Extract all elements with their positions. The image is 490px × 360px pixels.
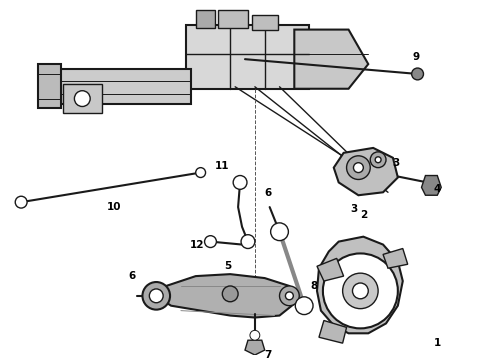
Circle shape	[250, 330, 260, 340]
Text: 11: 11	[215, 161, 230, 171]
Circle shape	[222, 286, 238, 302]
Circle shape	[233, 176, 247, 189]
Text: 7: 7	[264, 350, 271, 360]
Circle shape	[286, 292, 294, 300]
Circle shape	[412, 68, 423, 80]
Polygon shape	[334, 148, 398, 195]
Circle shape	[74, 91, 90, 107]
Text: 1: 1	[434, 338, 441, 348]
Circle shape	[270, 223, 289, 240]
Circle shape	[346, 156, 370, 180]
Polygon shape	[245, 340, 265, 355]
Circle shape	[15, 196, 27, 208]
Circle shape	[149, 289, 163, 303]
Circle shape	[295, 297, 313, 315]
Polygon shape	[294, 30, 368, 89]
Circle shape	[352, 283, 368, 299]
Text: 3: 3	[350, 204, 357, 214]
Polygon shape	[252, 15, 277, 30]
Circle shape	[196, 168, 206, 177]
Text: 3: 3	[392, 158, 399, 168]
Text: 5: 5	[224, 261, 232, 271]
Text: 12: 12	[190, 239, 204, 249]
Circle shape	[323, 253, 398, 328]
Text: 6: 6	[264, 188, 271, 198]
Polygon shape	[156, 274, 294, 318]
Circle shape	[375, 157, 381, 163]
Text: 4: 4	[434, 184, 441, 194]
Text: 10: 10	[107, 202, 121, 212]
Polygon shape	[421, 176, 441, 195]
Text: 6: 6	[128, 271, 135, 281]
Polygon shape	[383, 248, 408, 268]
Polygon shape	[317, 258, 343, 281]
Text: 9: 9	[412, 52, 419, 62]
Polygon shape	[196, 10, 216, 28]
Circle shape	[370, 152, 386, 168]
Polygon shape	[319, 320, 346, 343]
Polygon shape	[38, 64, 61, 108]
Polygon shape	[63, 84, 102, 113]
Polygon shape	[219, 10, 248, 28]
Polygon shape	[317, 237, 403, 333]
Polygon shape	[186, 24, 309, 89]
Text: 8: 8	[310, 281, 318, 291]
Text: 2: 2	[360, 210, 367, 220]
Circle shape	[143, 282, 170, 310]
Polygon shape	[53, 69, 191, 104]
Circle shape	[279, 286, 299, 306]
Circle shape	[343, 273, 378, 309]
Circle shape	[204, 236, 217, 248]
Circle shape	[353, 163, 363, 172]
Circle shape	[271, 224, 288, 240]
Circle shape	[241, 235, 255, 248]
